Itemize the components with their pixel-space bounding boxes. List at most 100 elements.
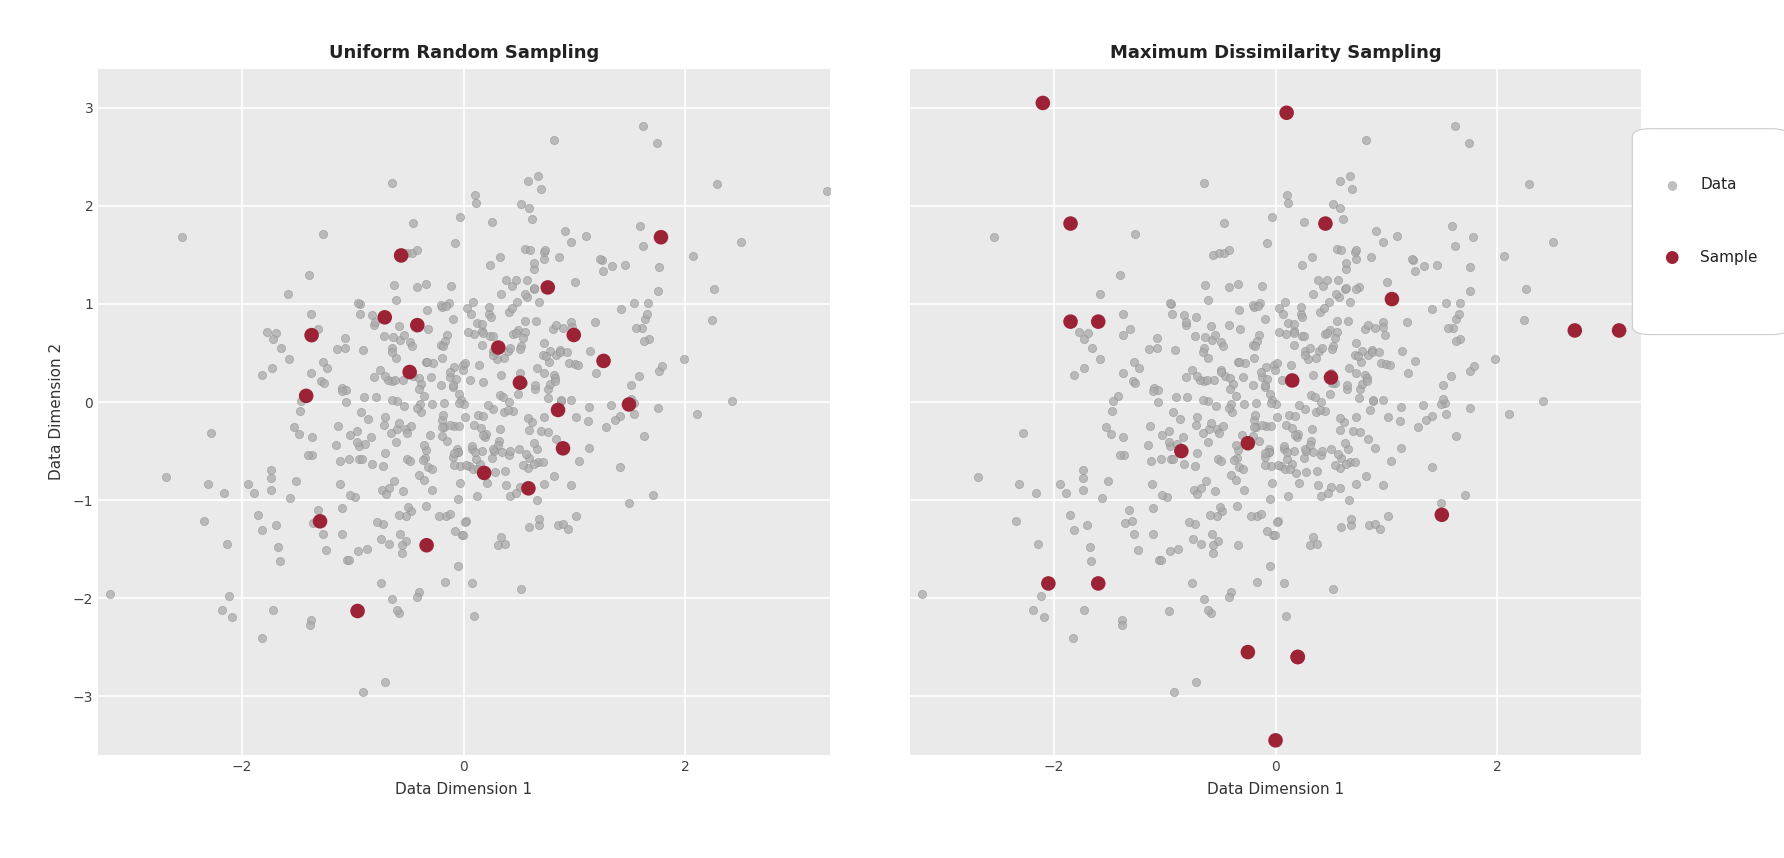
Point — [485, 250, 514, 263]
Point — [1108, 619, 1136, 632]
Point — [1399, 253, 1427, 267]
Point — [371, 311, 400, 324]
Point — [294, 448, 323, 462]
Point — [549, 225, 578, 239]
Point — [212, 537, 241, 551]
Point — [1377, 455, 1406, 468]
Point — [293, 389, 321, 402]
Point — [1393, 366, 1422, 380]
Point — [1361, 442, 1390, 456]
Point — [1256, 387, 1284, 401]
Point — [448, 358, 476, 372]
Point — [398, 420, 426, 433]
Point — [1368, 235, 1397, 249]
Point — [1292, 444, 1320, 457]
Point — [335, 428, 364, 442]
Point — [152, 470, 180, 484]
Point — [1290, 329, 1318, 343]
Point — [1418, 409, 1447, 423]
Point — [487, 530, 516, 544]
Point — [560, 328, 589, 341]
Point — [1309, 301, 1338, 315]
Point — [392, 246, 421, 260]
Point — [1317, 443, 1345, 456]
Point — [273, 287, 301, 301]
Point — [353, 542, 382, 556]
Point — [439, 380, 467, 394]
Point — [1279, 444, 1308, 457]
Point — [521, 378, 549, 392]
Point — [574, 442, 603, 456]
Point — [1361, 225, 1390, 239]
Point — [457, 373, 485, 387]
Point — [483, 341, 512, 354]
Point — [343, 424, 371, 438]
Point — [1201, 329, 1229, 342]
Point — [396, 335, 425, 349]
Text: ●: ● — [1664, 249, 1679, 266]
Point — [644, 261, 673, 275]
Point — [1299, 444, 1327, 458]
Point — [1197, 319, 1226, 333]
Point — [1345, 383, 1374, 396]
Point — [1313, 326, 1342, 340]
Point — [451, 411, 480, 425]
Point — [1085, 287, 1113, 301]
Point — [496, 444, 524, 457]
Point — [1441, 239, 1470, 253]
Point — [1317, 480, 1345, 493]
Point — [257, 462, 285, 476]
Point — [1193, 351, 1222, 365]
Point — [494, 305, 523, 318]
Point — [669, 352, 698, 366]
Point — [441, 237, 469, 251]
Point — [1329, 415, 1358, 429]
Point — [1318, 342, 1347, 356]
Point — [373, 373, 401, 387]
Point — [1270, 462, 1299, 475]
Point — [1309, 279, 1338, 293]
Point — [539, 133, 567, 147]
Point — [387, 249, 416, 263]
Point — [398, 215, 426, 229]
Point — [1286, 300, 1315, 314]
Point — [1085, 315, 1113, 329]
Point — [1368, 315, 1397, 329]
Point — [366, 364, 394, 378]
Point — [1302, 464, 1331, 478]
Point — [564, 359, 592, 372]
Point — [1324, 290, 1352, 304]
Point — [1386, 442, 1415, 456]
Point — [305, 515, 334, 529]
Point — [589, 264, 617, 278]
Point — [633, 307, 662, 321]
Point — [1320, 458, 1349, 472]
Point — [334, 553, 362, 567]
Point — [369, 329, 398, 342]
Point — [1306, 396, 1334, 409]
Point — [1326, 412, 1354, 426]
Point — [1069, 484, 1097, 498]
Point — [1144, 383, 1172, 396]
Point — [362, 390, 391, 404]
Point — [615, 397, 644, 411]
Point — [562, 410, 591, 424]
Point — [1336, 169, 1365, 183]
Point — [1301, 351, 1329, 365]
Point — [1154, 604, 1183, 618]
Point — [469, 409, 498, 423]
Point — [1258, 396, 1286, 409]
Point — [1268, 307, 1297, 321]
Point — [1229, 396, 1258, 410]
Point — [1400, 264, 1429, 278]
Point — [1222, 474, 1251, 487]
Point — [1078, 341, 1106, 355]
Point — [1138, 501, 1167, 515]
Point — [1429, 378, 1458, 391]
Point — [428, 300, 457, 314]
Point — [1270, 295, 1299, 309]
Point — [432, 575, 460, 589]
Point — [1070, 360, 1099, 374]
Point — [516, 450, 544, 464]
Text: Data: Data — [1700, 177, 1736, 192]
